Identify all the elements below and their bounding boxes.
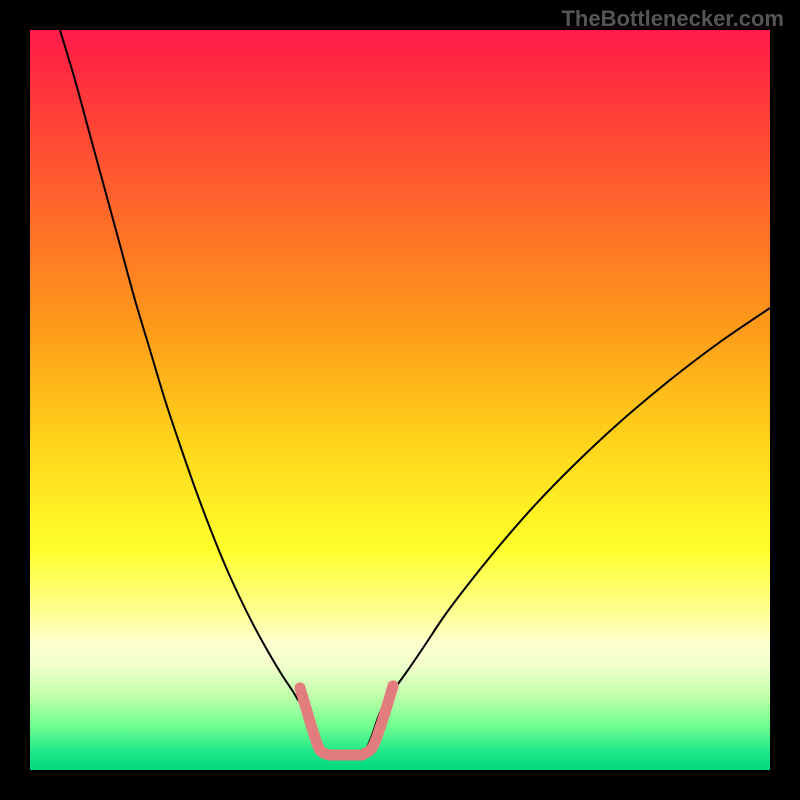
watermark-text: TheBottlenecker.com	[561, 6, 784, 32]
highlight-right-bead	[357, 750, 368, 761]
highlight-left-bead	[301, 703, 312, 714]
highlight-left-bead	[315, 745, 326, 756]
chart-container: TheBottlenecker.com	[0, 0, 800, 800]
highlight-floor-bead	[325, 750, 336, 761]
highlight-left-bead	[307, 723, 318, 734]
highlight-right-bead	[375, 723, 386, 734]
gradient-background	[30, 30, 770, 770]
highlight-left-bead	[295, 683, 306, 694]
highlight-right-bead	[388, 681, 399, 692]
highlight-floor-bead	[337, 750, 348, 761]
highlight-right-bead	[382, 701, 393, 712]
highlight-right-bead	[367, 743, 378, 754]
plot-area	[30, 30, 770, 770]
